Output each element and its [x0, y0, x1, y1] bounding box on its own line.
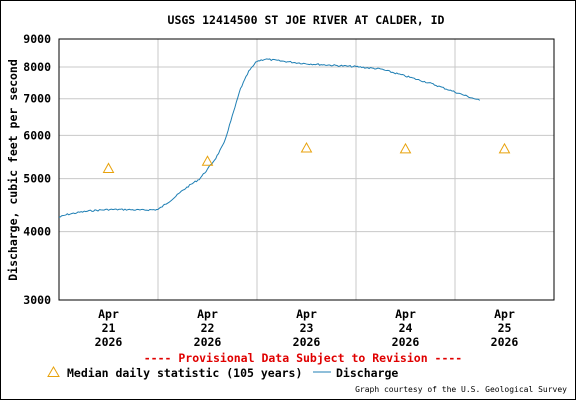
x-tick-month: Apr [494, 307, 515, 321]
x-ticks: Apr212026Apr222026Apr232026Apr242026Apr2… [95, 307, 519, 349]
x-tick-month: Apr [98, 307, 119, 321]
x-tick-day: 23 [300, 321, 314, 335]
x-tick-month: Apr [296, 307, 317, 321]
y-tick-label: 8000 [23, 60, 51, 74]
y-tick-label: 7000 [23, 92, 51, 106]
x-tick-month: Apr [395, 307, 416, 321]
legend: Median daily statistic (105 years) Disch… [47, 366, 398, 380]
provisional-notice: ---- Provisional Data Subject to Revisio… [144, 351, 463, 365]
y-tick-label: 5000 [23, 172, 51, 186]
legend-median-marker [47, 366, 60, 377]
y-tick-label: 3000 [23, 293, 51, 307]
x-tick-day: 24 [399, 321, 413, 335]
x-tick-year: 2026 [491, 335, 519, 349]
x-tick-month: Apr [197, 307, 218, 321]
legend-median-label: Median daily statistic (105 years) [67, 366, 302, 380]
legend-discharge-label: Discharge [336, 366, 398, 380]
gridlines [59, 38, 554, 301]
x-tick-day: 22 [201, 321, 215, 335]
series-marks [58, 58, 511, 218]
credit-text: Graph courtesy of the U.S. Geological Su… [355, 385, 567, 394]
x-tick-year: 2026 [392, 335, 420, 349]
x-tick-year: 2026 [293, 335, 321, 349]
discharge-line [58, 58, 481, 218]
chart-title: USGS 12414500 ST JOE RIVER AT CALDER, ID [168, 13, 445, 27]
y-tick-label: 4000 [23, 225, 51, 239]
median-marker [399, 142, 412, 154]
x-tick-year: 2026 [194, 335, 222, 349]
y-tick-label: 9000 [23, 32, 51, 46]
y-tick-label: 6000 [23, 128, 51, 142]
y-ticks: 3000 4000 5000 6000 7000 8000 9000 [23, 32, 51, 307]
x-tick-day: 21 [102, 321, 116, 335]
x-tick-year: 2026 [95, 335, 123, 349]
median-marker [498, 142, 511, 154]
x-tick-day: 25 [498, 321, 512, 335]
plot-area [58, 38, 555, 301]
y-axis-label: Discharge, cubic feet per second [6, 59, 20, 281]
median-marker [102, 162, 115, 173]
median-marker [201, 155, 214, 166]
median-marker [300, 141, 313, 153]
